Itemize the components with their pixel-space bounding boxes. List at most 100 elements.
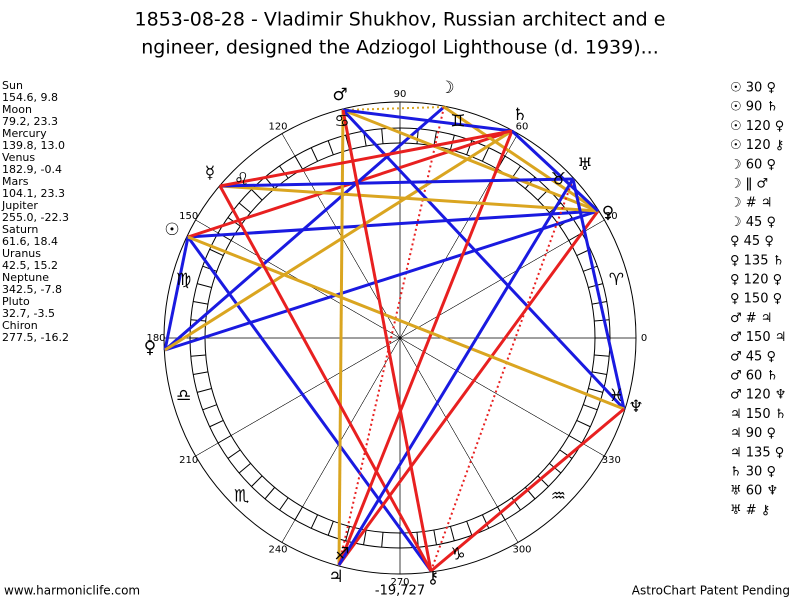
ring-tick: [327, 140, 334, 155]
aspect-line: [342, 108, 513, 133]
ring-tick: [190, 354, 206, 357]
ring-tick: [583, 265, 598, 272]
ring-tick: [481, 514, 490, 529]
ring-tick: [594, 354, 610, 357]
planet-glyph: ♀: [144, 338, 156, 358]
planet-glyph: ♃: [328, 567, 343, 587]
ring-tick: [576, 419, 591, 428]
aspect-line: [219, 129, 513, 188]
planet-name: Uranus: [2, 247, 41, 260]
planet-glyph: ⚷: [427, 568, 439, 588]
ring-tick: [209, 419, 224, 428]
ring-tick: [466, 521, 473, 536]
aspect-entry: ♀ 45 ♀: [730, 234, 774, 249]
planet-position: 277.5, -16.2: [2, 331, 69, 344]
planet-name: Saturn: [2, 223, 38, 236]
degree-label: 270: [390, 577, 409, 588]
ring-tick: [251, 475, 263, 487]
aspect-entry: ☉ 90 ♄: [730, 100, 778, 115]
house-line: [195, 219, 605, 457]
planet-name: Pluto: [2, 295, 30, 308]
zodiac-sign: ♉: [551, 170, 566, 190]
ring-tick: [583, 404, 598, 411]
zodiac-sign: ♋: [334, 112, 349, 132]
zodiac-sign: ♍: [176, 270, 191, 290]
planet-name: Jupiter: [1, 199, 38, 212]
ring-tick: [466, 140, 473, 155]
aspect-line: [219, 177, 574, 188]
aspect-entry: ☉ 30 ♀: [730, 81, 776, 96]
zodiac-sign: ♑: [450, 544, 465, 564]
planet-glyph: ☽: [439, 78, 454, 98]
ring-tick: [264, 176, 276, 189]
aspect-line: [337, 178, 575, 566]
degree-label: 60: [516, 122, 529, 133]
ring-tick: [238, 202, 251, 214]
zodiac-sign: ♎: [176, 386, 191, 406]
ring-tick: [381, 532, 384, 548]
planet-position: 79.2, 23.3: [2, 115, 58, 128]
aspect-line: [341, 108, 626, 411]
aspect-line: [342, 108, 599, 213]
aspect-line: [430, 407, 625, 573]
aspect-line: [164, 129, 513, 352]
planet-name: Venus: [2, 151, 35, 164]
ring-tick: [279, 165, 289, 179]
ring-tick: [594, 319, 610, 322]
aspect-line: [218, 185, 433, 572]
ring-tick: [345, 526, 351, 541]
ring-tick: [588, 387, 603, 393]
ring-tick: [279, 497, 289, 511]
ring-tick: [310, 147, 319, 162]
zodiac-sign: ♏: [234, 486, 249, 506]
ring-tick: [197, 387, 212, 393]
degree-label: 90: [394, 89, 407, 100]
planet-name: Mercury: [2, 127, 47, 140]
planet-name: Chiron: [2, 319, 38, 332]
planet-name: Moon: [2, 103, 32, 116]
planet-position: 154.6, 9.8: [2, 91, 58, 104]
aspect-line: [187, 209, 599, 239]
aspect-entry: ♀ 150 ♀: [730, 292, 782, 307]
degree-label: 0: [641, 333, 647, 344]
planet-glyph: ☉: [164, 220, 179, 240]
aspect-entry: ☽ # ♃: [730, 196, 772, 211]
zodiac-sign: ♒: [551, 486, 566, 506]
degree-label: 210: [179, 455, 198, 466]
count: -19,727: [375, 584, 425, 599]
aspect-entry: ♃ 135 ♀: [730, 445, 784, 460]
aspect-line: [510, 129, 600, 213]
planet-position: 104.1, 23.3: [2, 187, 65, 200]
aspect-entry: ♅ 60 ♆: [730, 484, 778, 499]
planet-glyph: ♆: [628, 397, 643, 417]
aspect-line: [338, 106, 445, 566]
ring-tick: [209, 248, 224, 257]
ring-tick: [363, 529, 367, 545]
aspect-line: [164, 105, 445, 352]
ring-tick: [511, 497, 521, 511]
aspect-entry: ☽ 60 ♀: [730, 157, 776, 172]
degree-label: 300: [512, 544, 531, 555]
ring-tick: [264, 487, 276, 500]
planet-glyph: ♄: [512, 105, 527, 125]
zodiac-sign: ♈: [609, 270, 624, 290]
degree-label: 330: [602, 455, 621, 466]
ring-tick: [310, 514, 319, 529]
aspect-entry: ♂ # ♃: [730, 311, 772, 326]
zodiac-sign: ♓: [609, 386, 624, 406]
planet-position: 32.7, -3.5: [2, 307, 55, 320]
aspect-entry: ♃ 90 ♀: [730, 426, 776, 441]
title-line: 1853-08-28 - Vladimir Shukhov, Russian a…: [135, 9, 666, 31]
planet-position: 61.6, 18.4: [2, 235, 58, 248]
ring-tick: [202, 404, 217, 411]
ring-tick: [327, 521, 334, 536]
aspect-entry: ☽ 45 ♀: [730, 215, 776, 230]
aspect-entry: ♂ 150 ♃: [730, 330, 786, 345]
degree-label: 30: [605, 211, 618, 222]
ring-tick: [559, 449, 573, 459]
aspect-line: [163, 236, 190, 351]
aspect-entry: ♂ 120 ♆: [730, 388, 786, 403]
aspect-entry: ☉ 120 ⚷: [730, 138, 784, 153]
